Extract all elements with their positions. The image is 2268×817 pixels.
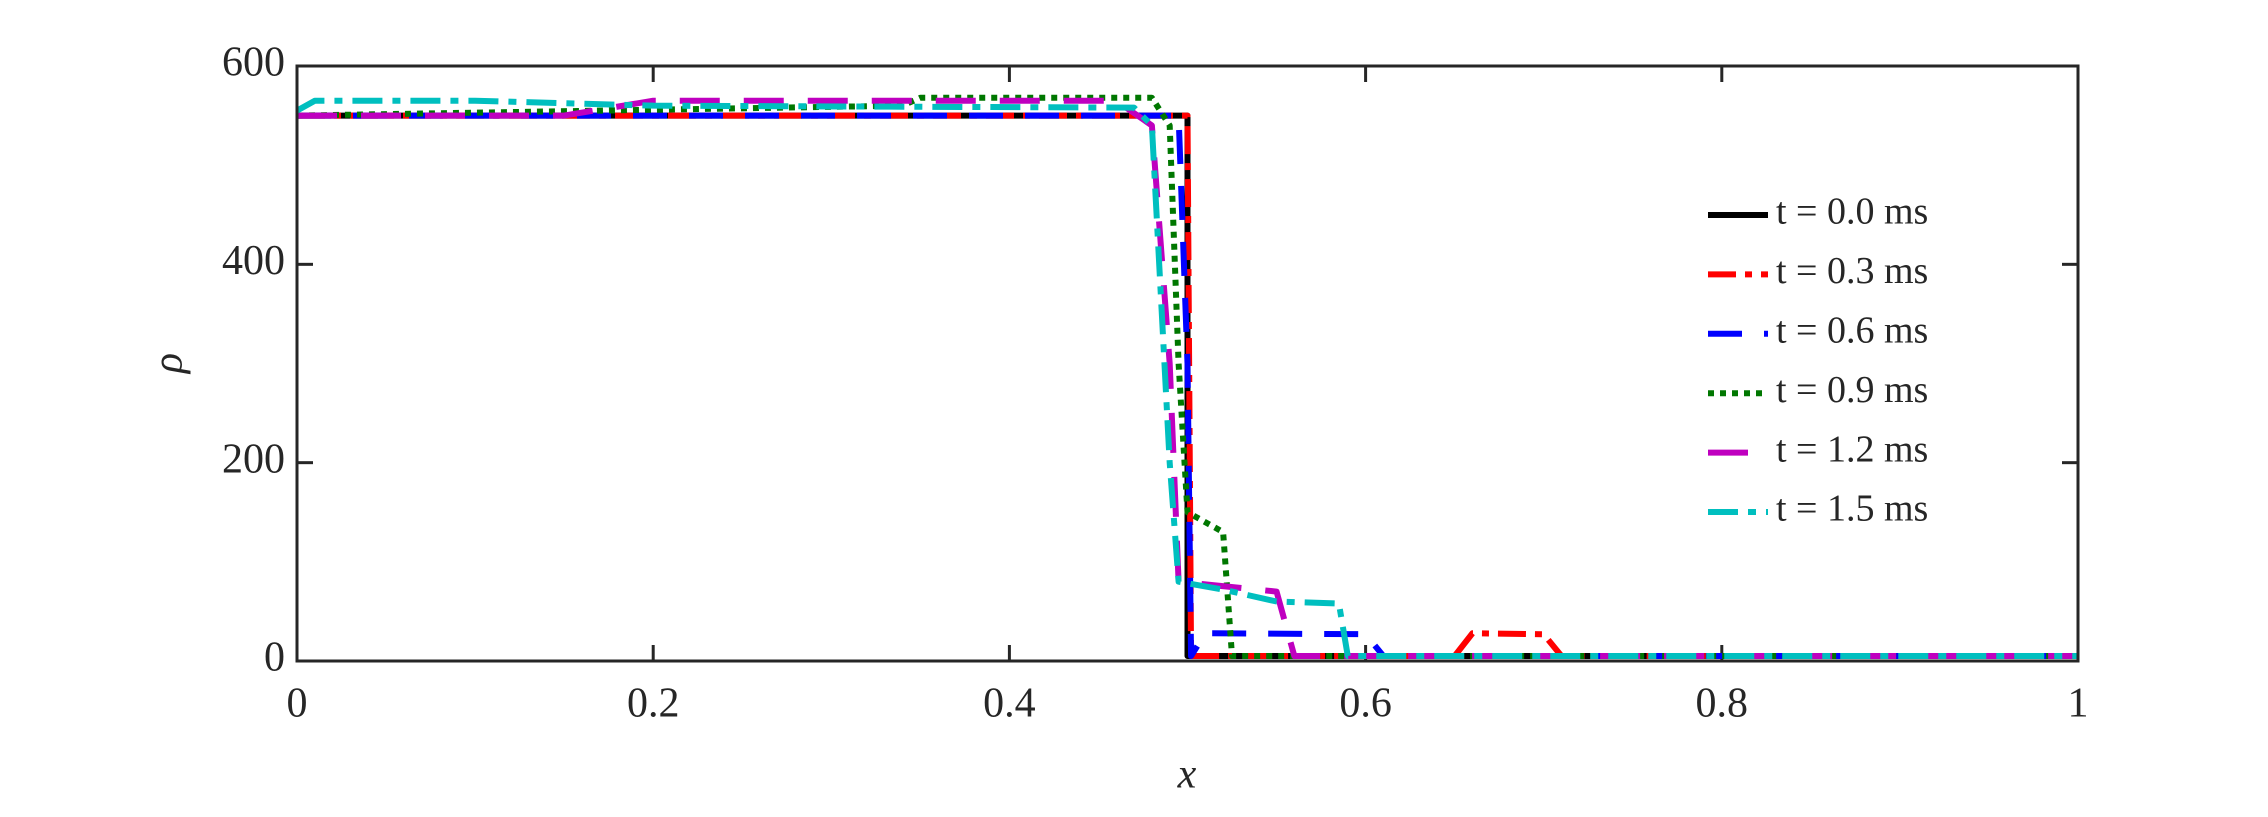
y-tick-label: 200	[222, 436, 285, 482]
legend-label: t = 0.0 ms	[1776, 191, 1928, 233]
x-tick-label: 0.8	[1696, 681, 1749, 727]
plot-frame	[295, 64, 2080, 663]
data-line	[297, 112, 2078, 660]
x-axis-label: x	[1177, 752, 1197, 798]
y-axis-label: ρ	[146, 353, 192, 375]
data-line	[297, 97, 2078, 660]
x-tick-label: 0	[287, 681, 308, 727]
y-tick-label: 600	[222, 40, 285, 86]
x-tick-label: 0.6	[1339, 681, 1392, 727]
legend-label: t = 0.3 ms	[1776, 250, 1928, 292]
legend-label: t = 1.2 ms	[1776, 428, 1928, 470]
legend-label: t = 0.9 ms	[1776, 369, 1928, 411]
legend-label: t = 0.6 ms	[1776, 310, 1928, 352]
y-tick-label: 0	[264, 635, 285, 681]
data-line	[297, 112, 2078, 660]
data-line	[295, 97, 2078, 660]
x-tick-label: 0.4	[983, 681, 1036, 727]
legend-label: t = 1.5 ms	[1776, 488, 1928, 530]
x-tick-label: 1	[2068, 681, 2089, 727]
y-tick-label: 400	[222, 238, 285, 284]
x-tick-label: 0.2	[627, 681, 680, 727]
